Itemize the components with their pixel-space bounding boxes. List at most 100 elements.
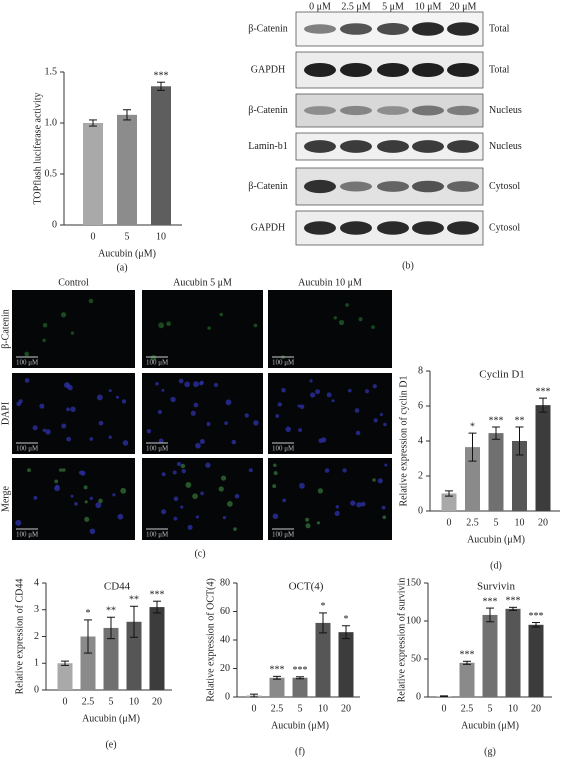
cell [89, 496, 94, 501]
scale-bar-label: 100 μM [272, 531, 295, 539]
scale-bar-label: 100 μM [272, 359, 295, 367]
cell [233, 527, 237, 531]
y-tick-label: 1.0 [45, 117, 58, 128]
cell [70, 406, 76, 413]
bar [149, 607, 165, 690]
cell [98, 420, 104, 426]
blot-band [412, 63, 444, 77]
cell [253, 323, 258, 328]
protein-label: β-Catenin [248, 105, 288, 116]
scale-bar-label: 100 μM [272, 445, 295, 453]
column-label: Control [58, 277, 89, 288]
cell [358, 317, 363, 322]
cell [193, 381, 199, 388]
x-tick-label: 5 [109, 696, 114, 707]
error-bar [539, 397, 547, 413]
cell [172, 470, 177, 475]
cell [222, 515, 227, 520]
blot-band [304, 63, 336, 77]
y-tick-label: 6 [418, 400, 423, 411]
cell [15, 519, 22, 526]
x-tick-label: 5 [125, 231, 130, 242]
blot-band [447, 140, 479, 153]
blot-band [340, 140, 372, 153]
bar [482, 614, 498, 697]
bar [338, 632, 354, 697]
cell [39, 403, 45, 409]
micrograph [142, 458, 263, 540]
y-tick-label: 20 [220, 663, 230, 674]
x-tick-label: 20 [538, 517, 548, 528]
cell [187, 524, 193, 530]
fraction-label: Total [489, 64, 510, 75]
cell [273, 471, 278, 476]
cell [200, 491, 204, 496]
scale-bar-label: 100 μM [146, 445, 169, 453]
cell [96, 394, 103, 401]
x-axis-title: Aucubin (μM) [98, 248, 156, 259]
significance-label: ** [106, 606, 116, 617]
cell [61, 423, 67, 429]
significance-label: ** [129, 595, 139, 606]
cell [317, 488, 324, 494]
bar [292, 677, 308, 697]
cell [219, 312, 223, 317]
cell [95, 502, 102, 509]
cell [326, 392, 332, 398]
cell [379, 412, 384, 417]
blot-band [340, 181, 372, 192]
bar [117, 114, 137, 225]
error-bar [532, 622, 540, 628]
cell [58, 468, 63, 472]
cell [42, 322, 48, 328]
blot-band [412, 22, 444, 36]
scale-bar-label: 100 μM [16, 531, 39, 539]
significance-label: *** [293, 665, 308, 676]
scale-bar-label: 100 μM [16, 359, 39, 367]
blot-band [340, 221, 372, 235]
cell [381, 505, 386, 510]
x-tick-label: 0 [447, 517, 452, 528]
bar [151, 86, 171, 225]
blot-band [340, 23, 372, 35]
error-bar [463, 660, 471, 665]
cell [121, 399, 127, 404]
cell [231, 439, 237, 445]
y-tick-label: 0 [416, 691, 421, 702]
y-tick-label: 4 [34, 577, 39, 588]
cell [173, 496, 179, 502]
blot-band [377, 140, 409, 153]
cell [158, 438, 164, 444]
cell [42, 428, 46, 432]
y-tick-label: 0.5 [45, 168, 58, 179]
error-bar [468, 432, 477, 462]
protein-label: β-Catenin [248, 23, 288, 34]
cell [78, 470, 84, 475]
error-bar [342, 625, 350, 640]
cell [24, 351, 30, 357]
error-bar [515, 426, 524, 456]
cell [199, 439, 205, 445]
protein-label: GAPDH [251, 64, 285, 75]
significance-label: *** [150, 589, 165, 600]
y-tick-label: 150 [406, 577, 421, 588]
bar [441, 493, 457, 511]
y-tick-label: 80 [220, 577, 230, 588]
cell [360, 501, 366, 507]
cell [146, 429, 152, 434]
microscopy-grid: Control Aucubin 5 μM Aucubin 10 μM β-Cateni… [0, 277, 392, 540]
error-bar [319, 612, 327, 634]
cell [108, 389, 112, 393]
blot-band [447, 63, 479, 77]
cell [199, 381, 204, 386]
lane-label: 10 μM [415, 1, 442, 12]
significance-label: *** [529, 611, 544, 622]
cell [345, 303, 349, 307]
y-tick-label: 0 [52, 219, 57, 230]
cell [181, 469, 186, 474]
bar [535, 405, 551, 511]
cell [310, 392, 316, 398]
cell [195, 442, 201, 449]
bar [528, 624, 544, 697]
y-axis-title: Relative expression of cyclin D1 [398, 375, 409, 506]
